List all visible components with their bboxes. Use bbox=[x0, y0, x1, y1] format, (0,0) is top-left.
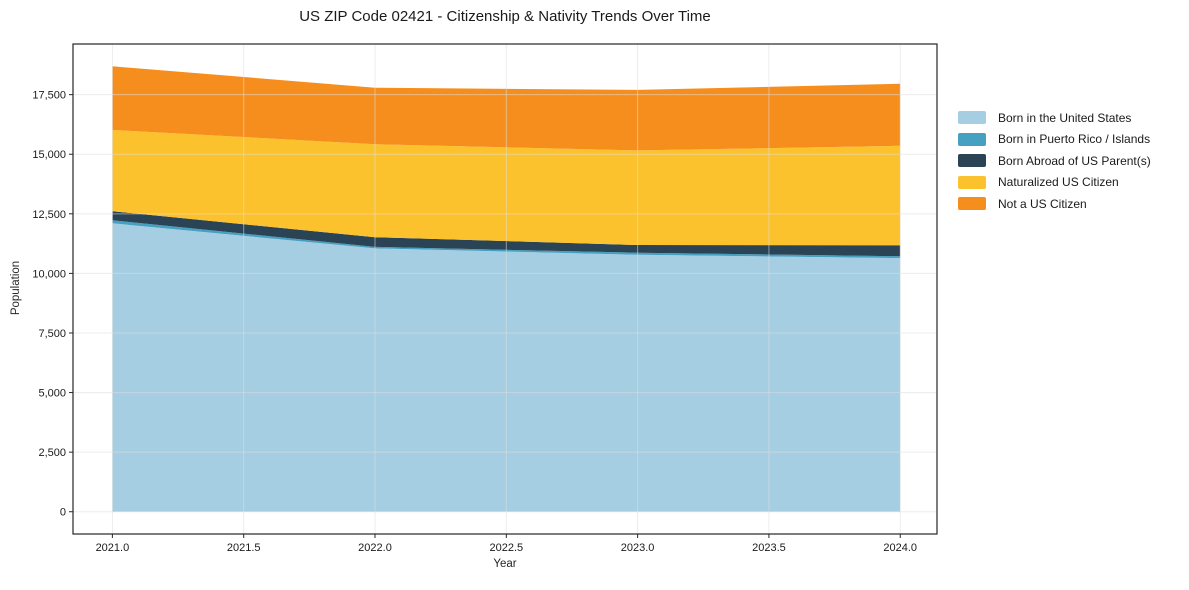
legend-item: Born Abroad of US Parent(s) bbox=[958, 150, 1151, 172]
legend-item: Born in Puerto Rico / Islands bbox=[958, 129, 1151, 151]
legend-label: Born in the United States bbox=[998, 110, 1132, 125]
legend-item: Born in the United States bbox=[958, 107, 1151, 129]
y-tick-label: 5,000 bbox=[38, 388, 66, 400]
chart-title: US ZIP Code 02421 - Citizenship & Nativi… bbox=[299, 8, 711, 25]
legend-swatch bbox=[958, 197, 986, 211]
legend-label: Naturalized US Citizen bbox=[998, 175, 1119, 190]
x-tick-label: 2021.0 bbox=[96, 542, 130, 554]
legend-label: Born Abroad of US Parent(s) bbox=[998, 153, 1151, 168]
y-tick-label: 15,000 bbox=[32, 149, 66, 161]
legend-swatch bbox=[958, 175, 986, 189]
y-tick-label: 12,500 bbox=[32, 209, 66, 221]
legend: Born in the United States Born in Puerto … bbox=[958, 107, 1151, 215]
x-tick-label: 2021.5 bbox=[227, 542, 261, 554]
x-axis-label: Year bbox=[493, 558, 517, 570]
legend-item: Not a US Citizen bbox=[958, 193, 1151, 215]
x-tick-label: 2022.0 bbox=[358, 542, 392, 554]
legend-item: Naturalized US Citizen bbox=[958, 172, 1151, 194]
y-tick-label: 0 bbox=[60, 507, 66, 519]
legend-swatch bbox=[958, 154, 986, 168]
legend-swatch bbox=[958, 132, 986, 146]
x-tick-label: 2023.0 bbox=[621, 542, 655, 554]
y-tick-label: 10,000 bbox=[32, 268, 66, 280]
x-tick-label: 2023.5 bbox=[752, 542, 786, 554]
legend-label: Not a US Citizen bbox=[998, 196, 1087, 211]
x-tick-label: 2022.5 bbox=[489, 542, 523, 554]
y-tick-label: 17,500 bbox=[32, 90, 66, 102]
x-tick-label: 2024.0 bbox=[883, 542, 917, 554]
y-tick-label: 7,500 bbox=[38, 328, 66, 340]
y-tick-label: 2,500 bbox=[38, 447, 66, 459]
legend-swatch bbox=[958, 111, 986, 125]
legend-label: Born in Puerto Rico / Islands bbox=[998, 132, 1151, 147]
plot-border bbox=[72, 43, 938, 535]
